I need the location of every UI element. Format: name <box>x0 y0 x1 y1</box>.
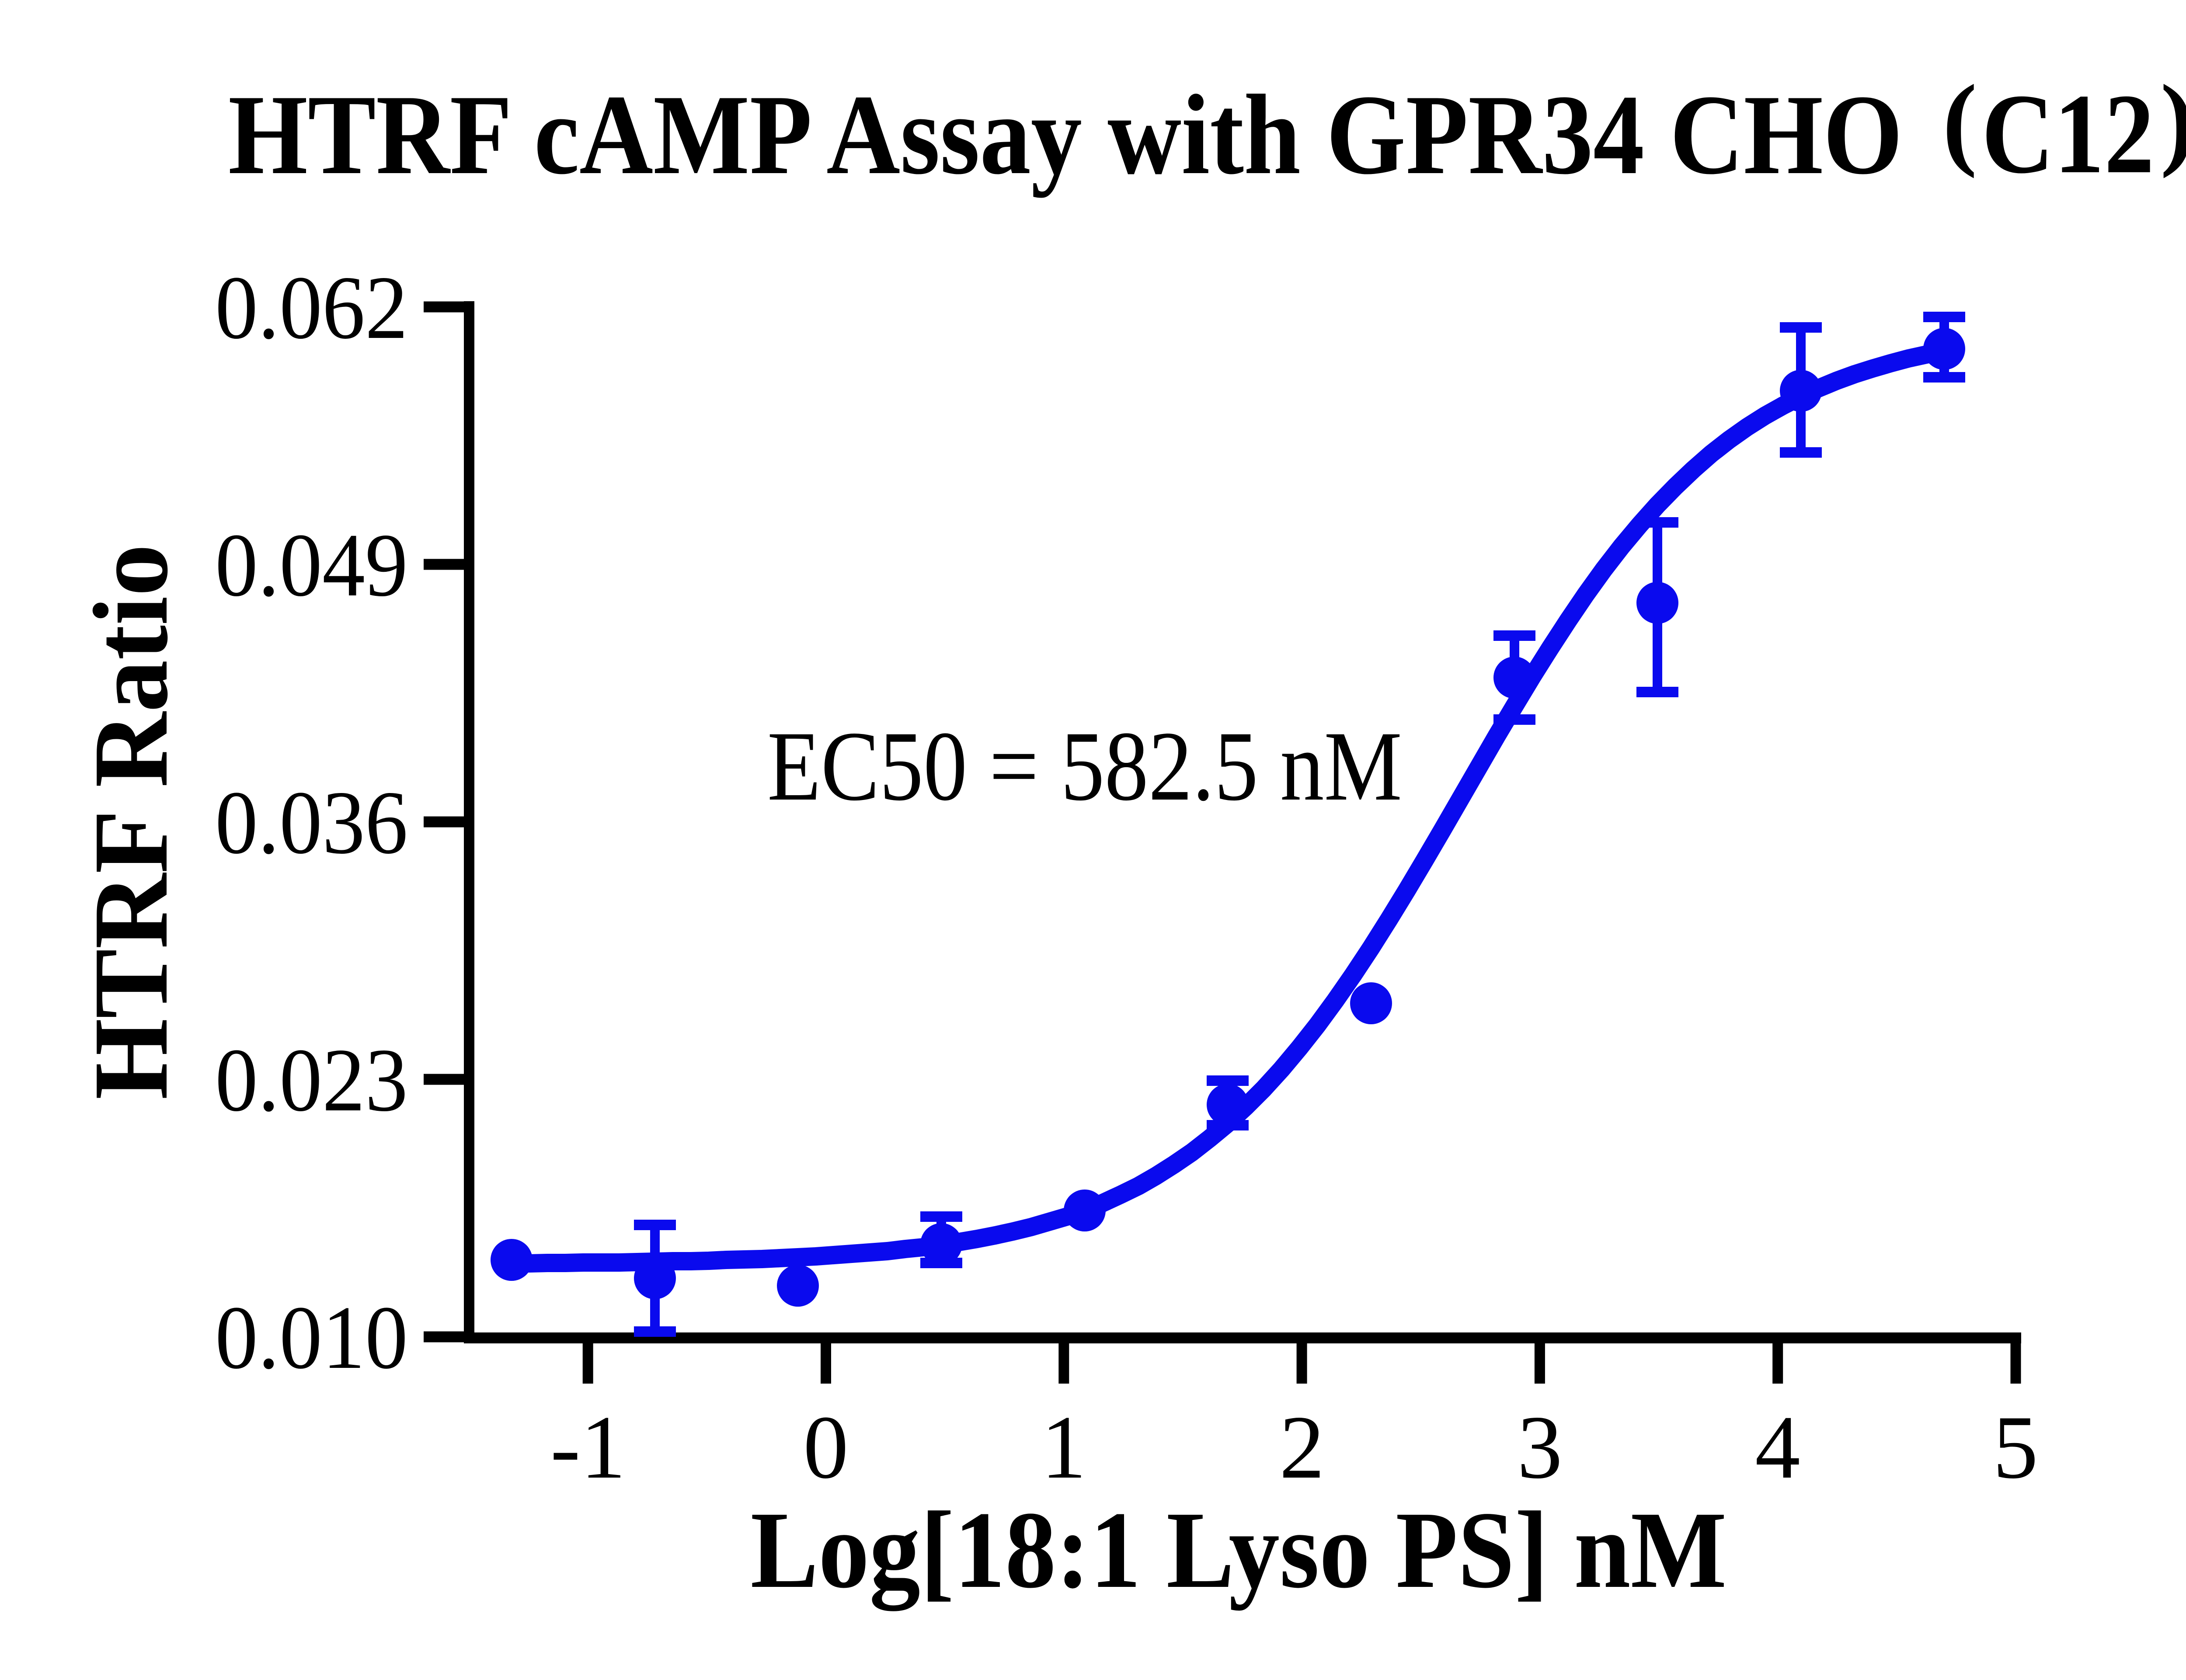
svg-text:5: 5 <box>1993 1397 2038 1497</box>
svg-text:EC50 = 582.5 nM: EC50 = 582.5 nM <box>767 711 1402 821</box>
svg-text:C12: C12 <box>1982 70 2155 197</box>
svg-text:HTRF Ratio: HTRF Ratio <box>72 544 190 1100</box>
svg-text:0.023: 0.023 <box>215 1030 408 1130</box>
svg-text:0.062: 0.062 <box>215 257 408 358</box>
svg-text:4: 4 <box>1755 1397 1800 1497</box>
svg-text:2: 2 <box>1279 1397 1325 1497</box>
svg-text:0.036: 0.036 <box>215 772 408 873</box>
svg-text:-1: -1 <box>550 1397 626 1497</box>
svg-text:0.010: 0.010 <box>215 1287 408 1388</box>
svg-text:Log[18:1 Lyso PS] nM: Log[18:1 Lyso PS] nM <box>751 1489 1727 1611</box>
svg-text:3: 3 <box>1517 1397 1563 1497</box>
svg-text:(: ( <box>1942 64 1977 179</box>
svg-text:0: 0 <box>803 1397 849 1497</box>
svg-text:HTRF cAMP Assay with GPR34 CHO: HTRF cAMP Assay with GPR34 CHO <box>228 71 1903 198</box>
svg-text:0.049: 0.049 <box>215 515 408 615</box>
svg-text:): ) <box>2160 64 2186 179</box>
svg-text:1: 1 <box>1041 1397 1086 1497</box>
